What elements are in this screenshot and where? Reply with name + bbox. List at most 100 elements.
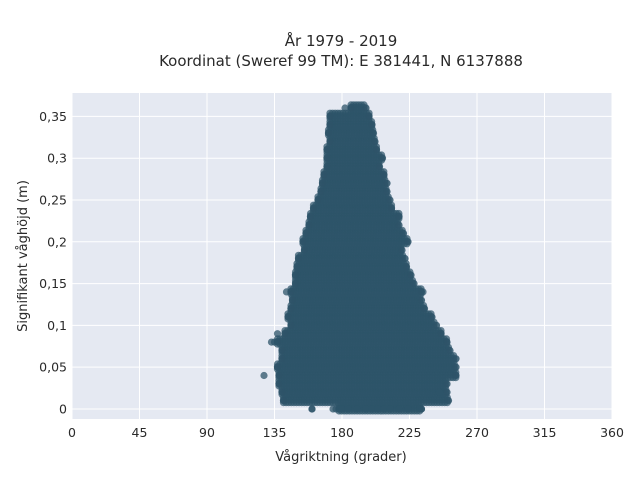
- data-point: [270, 338, 279, 346]
- data-point: [341, 104, 349, 112]
- data-point: [309, 204, 318, 212]
- data-point: [291, 280, 300, 288]
- data-points: [260, 101, 460, 415]
- data-point: [452, 371, 460, 380]
- data-point: [275, 371, 283, 380]
- data-point: [308, 405, 316, 413]
- data-point: [386, 405, 394, 413]
- chart-title: År 1979 - 2019: [285, 31, 398, 50]
- data-point: [372, 146, 381, 154]
- data-point: [273, 330, 282, 338]
- data-point: [395, 405, 403, 413]
- data-point: [306, 213, 315, 221]
- data-point: [432, 321, 441, 329]
- data-point: [293, 263, 301, 271]
- data-point: [287, 321, 295, 329]
- data-point: [378, 154, 387, 162]
- x-axis-ticks: 0 45 90 135 180 225 270 315 360: [68, 425, 624, 440]
- data-point: [278, 355, 286, 363]
- x-tick-label: 270: [465, 425, 489, 440]
- y-tick-label: 0,05: [39, 360, 67, 375]
- data-point: [288, 296, 297, 304]
- data-point: [275, 380, 283, 388]
- x-axis-label: Vågriktning (grader): [275, 450, 406, 465]
- y-tick-label: 0,1: [47, 318, 67, 333]
- y-axis-ticks: 0 0,05 0,1 0,15 0,2 0,25 0,3 0,35: [39, 109, 67, 417]
- data-point: [399, 229, 408, 237]
- data-point: [362, 104, 370, 112]
- x-tick-label: 135: [263, 425, 287, 440]
- x-tick-label: 225: [398, 425, 422, 440]
- data-point: [278, 346, 286, 355]
- data-point: [323, 154, 331, 162]
- x-tick-label: 0: [68, 425, 76, 440]
- x-tick-label: 360: [600, 425, 624, 440]
- data-point: [410, 280, 418, 288]
- y-tick-label: 0,25: [39, 192, 67, 207]
- data-point: [305, 221, 313, 229]
- data-point: [398, 246, 406, 254]
- y-tick-label: 0,3: [47, 151, 67, 166]
- data-point: [443, 388, 451, 396]
- data-point: [281, 330, 289, 338]
- data-point: [326, 121, 334, 129]
- y-tick-label: 0: [59, 401, 67, 416]
- data-point: [282, 288, 291, 296]
- data-point: [344, 405, 352, 413]
- data-point: [299, 238, 307, 246]
- data-point: [300, 246, 309, 254]
- data-point: [369, 129, 378, 137]
- data-point: [443, 338, 451, 346]
- data-point: [326, 137, 334, 146]
- data-point: [353, 405, 361, 413]
- data-point: [417, 296, 426, 304]
- data-point: [435, 388, 444, 396]
- data-point: [294, 254, 303, 263]
- data-point: [404, 405, 412, 413]
- data-point: [324, 129, 333, 137]
- data-point: [404, 238, 412, 246]
- data-point: [371, 137, 379, 146]
- data-point: [260, 371, 268, 380]
- data-point: [302, 229, 310, 237]
- data-point: [383, 179, 391, 187]
- data-point: [444, 397, 453, 405]
- data-point: [323, 146, 331, 154]
- data-point: [291, 271, 300, 279]
- data-point: [443, 380, 451, 388]
- x-tick-label: 90: [199, 425, 215, 440]
- y-tick-label: 0,2: [47, 234, 67, 249]
- data-point: [317, 188, 325, 196]
- data-point: [395, 221, 403, 229]
- x-tick-label: 315: [533, 425, 557, 440]
- x-tick-label: 45: [132, 425, 148, 440]
- data-point: [428, 313, 436, 321]
- data-point: [383, 188, 391, 196]
- x-tick-label: 180: [330, 425, 354, 440]
- data-point: [284, 313, 292, 321]
- data-point: [452, 355, 460, 363]
- data-point: [386, 196, 394, 204]
- data-point: [437, 330, 445, 338]
- data-point: [375, 163, 384, 171]
- y-tick-label: 0,35: [39, 109, 67, 124]
- data-point: [395, 213, 403, 221]
- data-point: [279, 397, 288, 405]
- data-point: [401, 254, 409, 263]
- data-point: [387, 204, 396, 212]
- data-point: [419, 288, 427, 296]
- data-point: [326, 112, 334, 120]
- data-point: [380, 171, 388, 179]
- data-point: [323, 163, 331, 171]
- data-point: [365, 112, 373, 120]
- data-point: [368, 121, 376, 129]
- data-point: [273, 363, 282, 371]
- data-point: [320, 171, 328, 179]
- data-point: [318, 179, 327, 187]
- chart-subtitle: Koordinat (Sweref 99 TM): E 381441, N 61…: [159, 52, 523, 70]
- data-point: [278, 388, 286, 396]
- data-point: [417, 405, 426, 413]
- y-tick-label: 0,15: [39, 276, 67, 291]
